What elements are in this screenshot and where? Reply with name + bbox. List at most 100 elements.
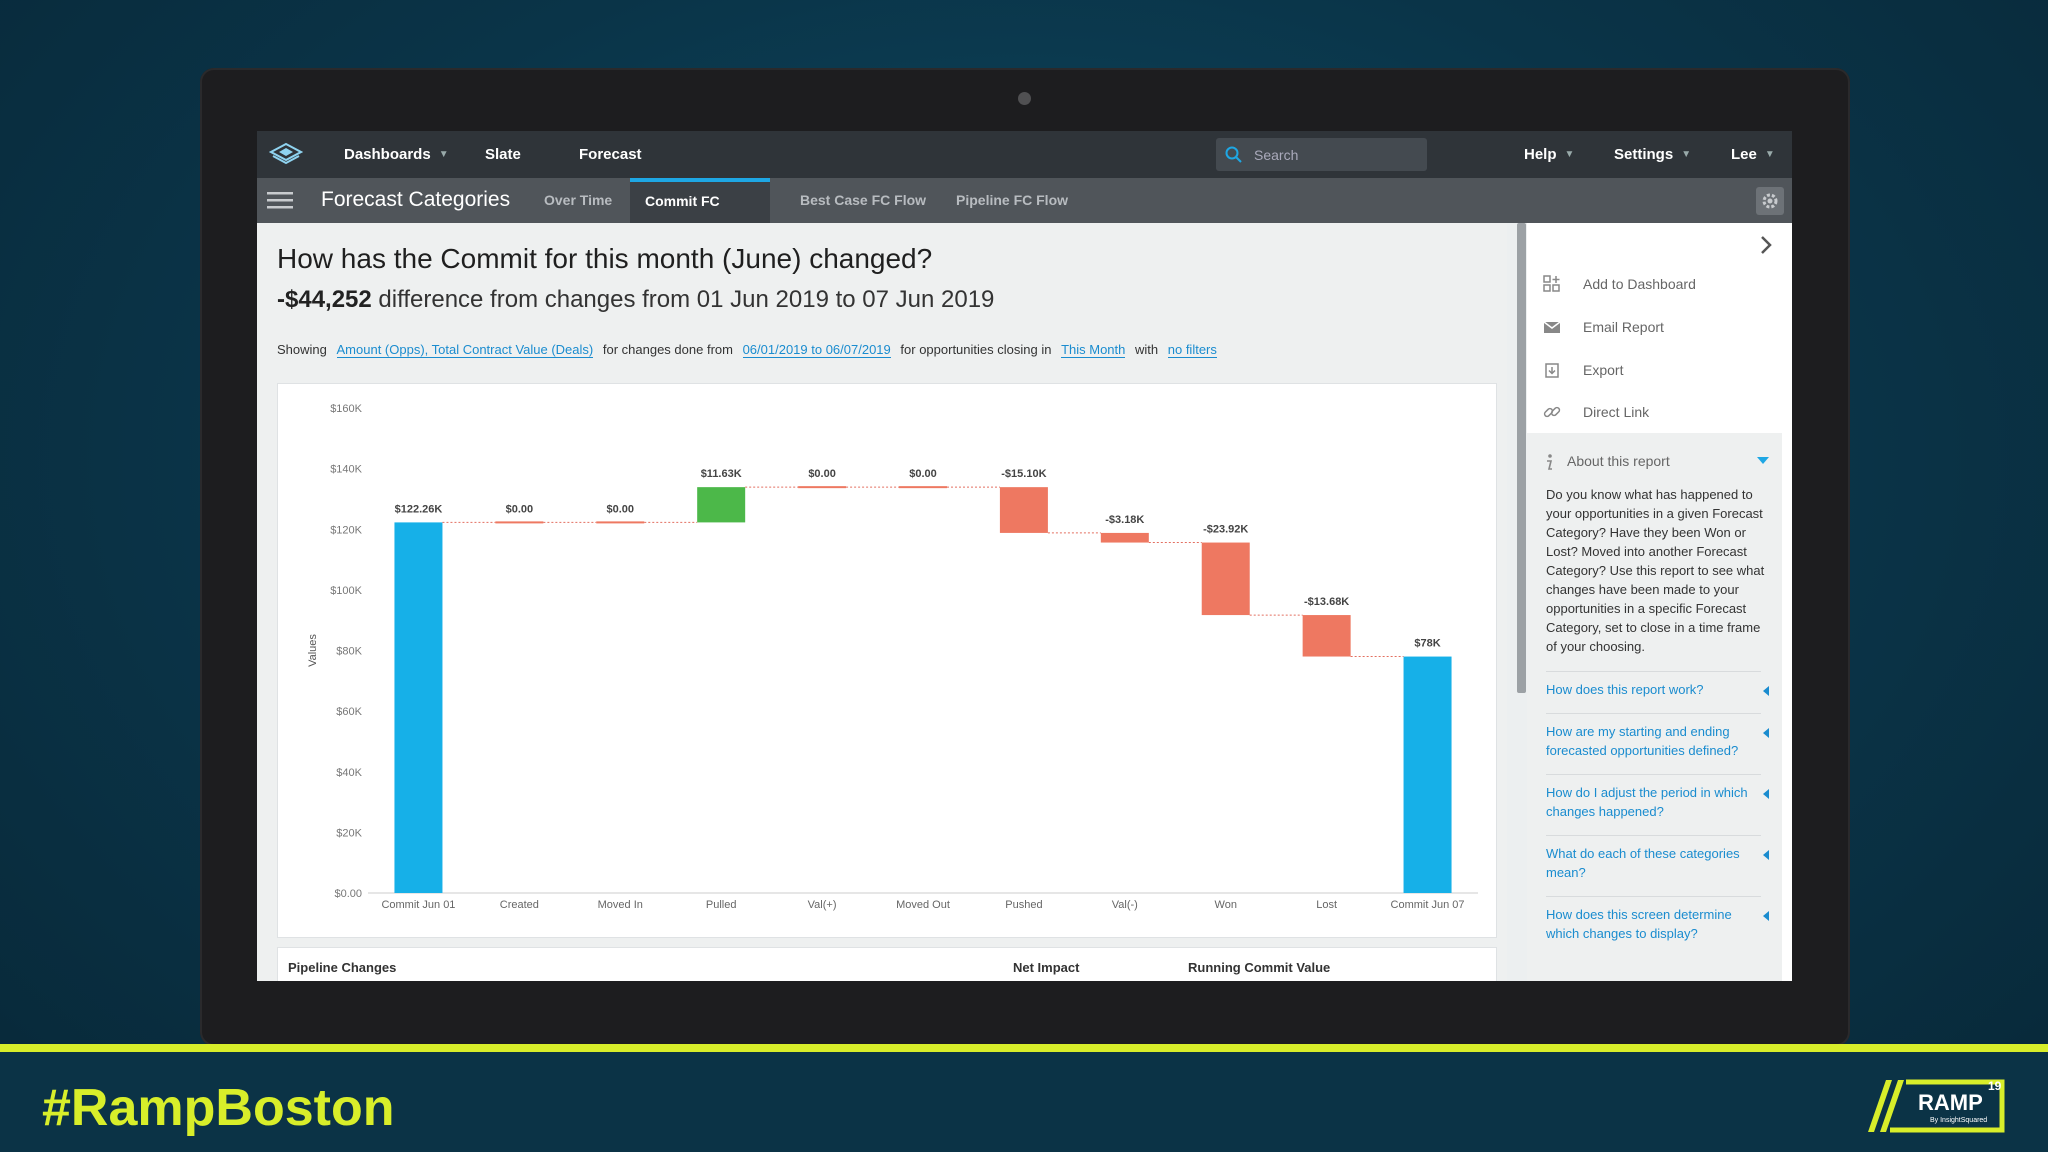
x-tick-label: Moved In bbox=[598, 899, 643, 911]
col-net-impact: Net Impact bbox=[1013, 960, 1080, 975]
x-tick-label: Lost bbox=[1316, 899, 1337, 911]
hamburger-menu-icon[interactable] bbox=[267, 190, 293, 210]
chevron-right-icon[interactable] bbox=[1752, 231, 1780, 259]
y-tick-label: $80K bbox=[336, 646, 362, 658]
y-tick-label: $160K bbox=[330, 403, 362, 415]
top-nav: Dashboards ▼ Slate Forecast Help ▼ Setting… bbox=[257, 131, 1792, 178]
camera bbox=[1018, 92, 1031, 105]
x-tick-label: Pulled bbox=[706, 899, 737, 911]
x-tick-label: Moved Out bbox=[896, 899, 950, 911]
data-label: -$15.10K bbox=[1001, 468, 1046, 480]
chevron-down-icon: ▼ bbox=[1764, 149, 1775, 160]
waterfall-bar bbox=[596, 521, 645, 524]
add-dashboard-icon bbox=[1543, 275, 1560, 292]
waterfall-bar bbox=[1403, 656, 1452, 893]
waterfall-bar bbox=[899, 486, 947, 489]
data-label: -$3.18K bbox=[1105, 514, 1144, 526]
about-section: About this report Do you know what has h… bbox=[1527, 433, 1782, 981]
ramp-logo-sub: By InsightSquared bbox=[1930, 1117, 1987, 1124]
chevron-down-icon: ▼ bbox=[1564, 149, 1575, 160]
period-link[interactable]: This Month bbox=[1061, 342, 1126, 358]
gear-icon[interactable] bbox=[1756, 187, 1784, 215]
with-text: with bbox=[1135, 342, 1159, 357]
filters-link[interactable]: no filters bbox=[1167, 342, 1217, 358]
nav-user[interactable]: Lee ▼ bbox=[1731, 146, 1775, 163]
waterfall-bar bbox=[495, 521, 544, 524]
link-icon bbox=[1543, 406, 1561, 418]
report-main: How has the Commit for this month (June)… bbox=[257, 223, 1507, 981]
export-action[interactable]: Export bbox=[1543, 361, 1623, 379]
app-logo-icon[interactable] bbox=[269, 142, 303, 168]
right-panel: Add to Dashboard Email Report Export Dir… bbox=[1527, 223, 1792, 981]
caret-left-icon bbox=[1763, 728, 1769, 738]
waterfall-bar bbox=[1302, 615, 1351, 657]
nav-user-label: Lee bbox=[1731, 146, 1757, 163]
email-icon bbox=[1543, 321, 1561, 333]
nav-settings[interactable]: Settings ▼ bbox=[1614, 146, 1691, 163]
faq-item[interactable]: How does this report work? bbox=[1546, 671, 1769, 699]
tab-best-case-fc-flow[interactable]: Best Case FC Flow bbox=[800, 192, 927, 208]
waterfall-bar bbox=[999, 487, 1048, 533]
add-to-dashboard-label: Add to Dashboard bbox=[1583, 276, 1696, 292]
nav-help[interactable]: Help ▼ bbox=[1524, 146, 1574, 163]
direct-link-action[interactable]: Direct Link bbox=[1543, 403, 1649, 421]
app-screen: Dashboards ▼ Slate Forecast Help ▼ Setting… bbox=[257, 131, 1792, 981]
x-tick-label: Won bbox=[1215, 899, 1237, 911]
showing-label: Showing bbox=[277, 342, 327, 357]
faq-item[interactable]: What do each of these categories mean? bbox=[1546, 835, 1769, 882]
chevron-down-icon: ▼ bbox=[1681, 149, 1692, 160]
faq-item[interactable]: How do I adjust the period in which chan… bbox=[1546, 774, 1769, 821]
nav-slate[interactable]: Slate bbox=[485, 146, 521, 163]
search-input[interactable] bbox=[1252, 143, 1421, 167]
event-banner: #RampBoston RAMP 19 By InsightSquared bbox=[0, 1052, 2048, 1152]
nav-dashboards-label: Dashboards bbox=[344, 146, 431, 163]
y-tick-label: $20K bbox=[336, 827, 362, 839]
sub-nav: Forecast Categories Over Time Commit FC … bbox=[257, 178, 1792, 248]
main-scrollbar[interactable] bbox=[1517, 223, 1526, 693]
nav-dashboards[interactable]: Dashboards ▼ bbox=[344, 146, 449, 163]
col-pipeline-changes: Pipeline Changes bbox=[288, 960, 397, 975]
amount-link[interactable]: Amount (Opps), Total Contract Value (Dea… bbox=[336, 342, 594, 358]
y-tick-label: $100K bbox=[330, 585, 362, 597]
about-title[interactable]: About this report bbox=[1567, 453, 1670, 469]
caret-left-icon bbox=[1763, 911, 1769, 921]
tab-pipeline-fc-flow[interactable]: Pipeline FC Flow bbox=[956, 192, 1069, 208]
email-report-action[interactable]: Email Report bbox=[1543, 318, 1664, 336]
add-to-dashboard-action[interactable]: Add to Dashboard bbox=[1543, 275, 1696, 293]
caret-left-icon bbox=[1763, 850, 1769, 860]
x-tick-label: Val(+) bbox=[808, 899, 837, 911]
search-box bbox=[1216, 138, 1427, 171]
data-label: -$13.68K bbox=[1304, 596, 1349, 608]
tab-commit-fc-flow[interactable]: Commit FC Flow bbox=[630, 178, 770, 248]
chevron-down-icon[interactable] bbox=[1757, 457, 1769, 464]
data-label: $122.26K bbox=[395, 503, 443, 515]
waterfall-bar bbox=[697, 487, 746, 523]
ramp-logo-year: 19 bbox=[1988, 1079, 2002, 1093]
waterfall-bar bbox=[798, 486, 847, 489]
tab-over-time[interactable]: Over Time bbox=[544, 192, 613, 208]
export-icon bbox=[1545, 363, 1559, 378]
event-hashtag: #RampBoston bbox=[42, 1079, 395, 1137]
col-running-commit-value: Running Commit Value bbox=[1188, 960, 1331, 975]
y-tick-label: $40K bbox=[336, 767, 362, 779]
x-tick-label: Commit Jun 01 bbox=[381, 899, 455, 911]
waterfall-bar bbox=[394, 522, 443, 893]
difference-text: difference from changes from 01 Jun 2019… bbox=[378, 286, 995, 313]
data-label: $11.63K bbox=[701, 468, 742, 480]
faq-item[interactable]: How are my starting and ending forecaste… bbox=[1546, 713, 1769, 760]
waterfall-bar bbox=[1100, 532, 1149, 543]
caret-left-icon bbox=[1763, 686, 1769, 696]
faq-item[interactable]: How does this screen determine which cha… bbox=[1546, 896, 1769, 943]
data-label: $0.00 bbox=[909, 468, 937, 480]
date-range-link[interactable]: 06/01/2019 to 06/07/2019 bbox=[742, 342, 891, 358]
showing-filters: Showing Amount (Opps), Total Contract Va… bbox=[277, 342, 1223, 358]
y-tick-label: $0.00 bbox=[334, 888, 362, 900]
nav-forecast[interactable]: Forecast bbox=[579, 146, 642, 163]
y-tick-label: $120K bbox=[330, 524, 362, 536]
y-axis-label: Values bbox=[307, 634, 319, 667]
export-label: Export bbox=[1583, 362, 1624, 378]
closing-in-text: for opportunities closing in bbox=[900, 342, 1052, 357]
search-icon bbox=[1225, 146, 1242, 163]
nav-help-label: Help bbox=[1524, 146, 1557, 163]
x-tick-label: Commit Jun 07 bbox=[1391, 899, 1465, 911]
